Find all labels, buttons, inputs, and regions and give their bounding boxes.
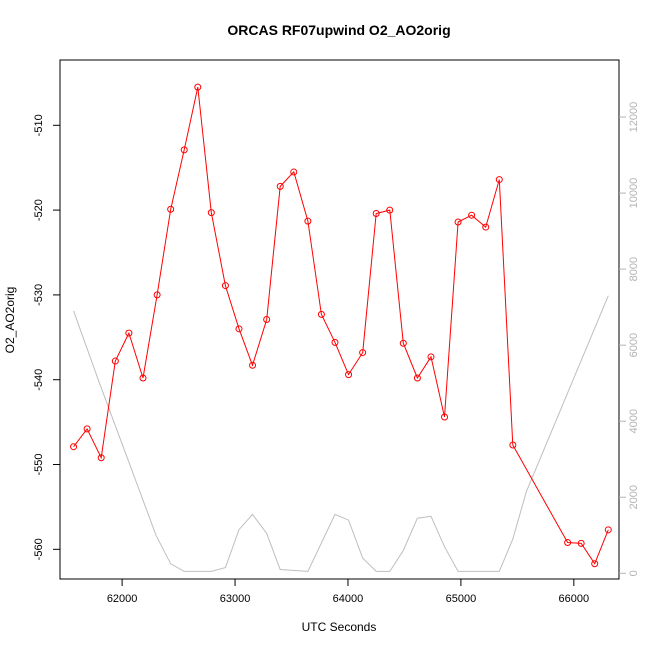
data-point-8 <box>180 146 188 154</box>
x-axis: 62000 63000 64000 65000 66000 <box>107 579 589 605</box>
data-point-14 <box>263 316 271 323</box>
y2-tick-label-5: 10000 <box>628 178 640 209</box>
data-point-24 <box>399 339 407 347</box>
data-point-31 <box>495 176 503 184</box>
data-point-20 <box>345 371 353 379</box>
series-line-0 <box>73 86 609 565</box>
y-tick-label-4: -550 <box>33 453 45 475</box>
data-point-5 <box>139 374 147 382</box>
data-point-16 <box>290 168 298 176</box>
data-point-28 <box>454 218 462 226</box>
y-tick-label-2: -530 <box>33 284 45 306</box>
data-point-29 <box>468 211 476 219</box>
data-point-26 <box>427 353 435 361</box>
data-point-34 <box>577 539 585 547</box>
plot-area <box>59 59 620 580</box>
data-point-33 <box>564 539 572 547</box>
data-point-11 <box>221 282 229 290</box>
y-axis-left: -510 -520 -530 -540 -550 -560 <box>33 114 60 560</box>
x-tick-label-1: 63000 <box>220 593 251 605</box>
data-point-12 <box>235 325 243 333</box>
y2-tick-label-3: 6000 <box>628 333 640 357</box>
x-tick-label-3: 65000 <box>446 593 477 605</box>
y2-tick-label-1: 2000 <box>628 485 640 509</box>
data-point-17 <box>304 217 312 225</box>
data-point-6 <box>153 291 161 299</box>
data-point-27 <box>441 413 449 421</box>
data-point-32 <box>509 441 517 449</box>
data-point-35 <box>591 560 599 568</box>
x-tick-label-2: 64000 <box>333 593 364 605</box>
x-tick-label-0: 62000 <box>107 593 138 605</box>
y2-tick-label-6: 12000 <box>628 102 640 133</box>
data-point-36 <box>604 526 612 534</box>
data-point-30 <box>482 223 490 231</box>
series-layer <box>70 83 612 572</box>
data-point-1 <box>83 425 91 433</box>
data-point-4 <box>125 329 133 337</box>
x-axis-label: UTC Seconds <box>302 620 377 634</box>
data-point-25 <box>413 374 421 382</box>
series-line-1 <box>73 295 609 572</box>
x-tick-label-4: 66000 <box>559 593 590 605</box>
data-point-23 <box>386 206 394 214</box>
chart-title: ORCAS RF07upwind O2_AO2orig <box>227 22 450 38</box>
y-tick-label-3: -540 <box>33 369 45 391</box>
data-point-13 <box>249 361 257 369</box>
data-point-22 <box>372 209 380 217</box>
y-tick-label-0: -510 <box>33 114 45 136</box>
data-point-2 <box>97 454 105 462</box>
data-point-18 <box>317 310 325 318</box>
y-axis-label: O2_AO2orig <box>3 287 17 354</box>
data-point-21 <box>359 349 367 357</box>
data-point-10 <box>207 209 215 217</box>
data-point-7 <box>167 205 175 213</box>
y-axis-right: 0 2000 4000 6000 8000 10000 12000 <box>619 102 640 576</box>
y2-tick-label-0: 0 <box>628 570 640 576</box>
data-point-15 <box>276 182 284 190</box>
data-point-19 <box>331 338 339 346</box>
y-tick-label-1: -520 <box>33 199 45 221</box>
y-tick-label-5: -560 <box>33 538 45 560</box>
data-point-9 <box>194 83 202 91</box>
data-point-3 <box>111 357 119 365</box>
data-point-0 <box>70 443 78 451</box>
y2-tick-label-2: 4000 <box>628 409 640 433</box>
y2-tick-label-4: 8000 <box>628 257 640 281</box>
